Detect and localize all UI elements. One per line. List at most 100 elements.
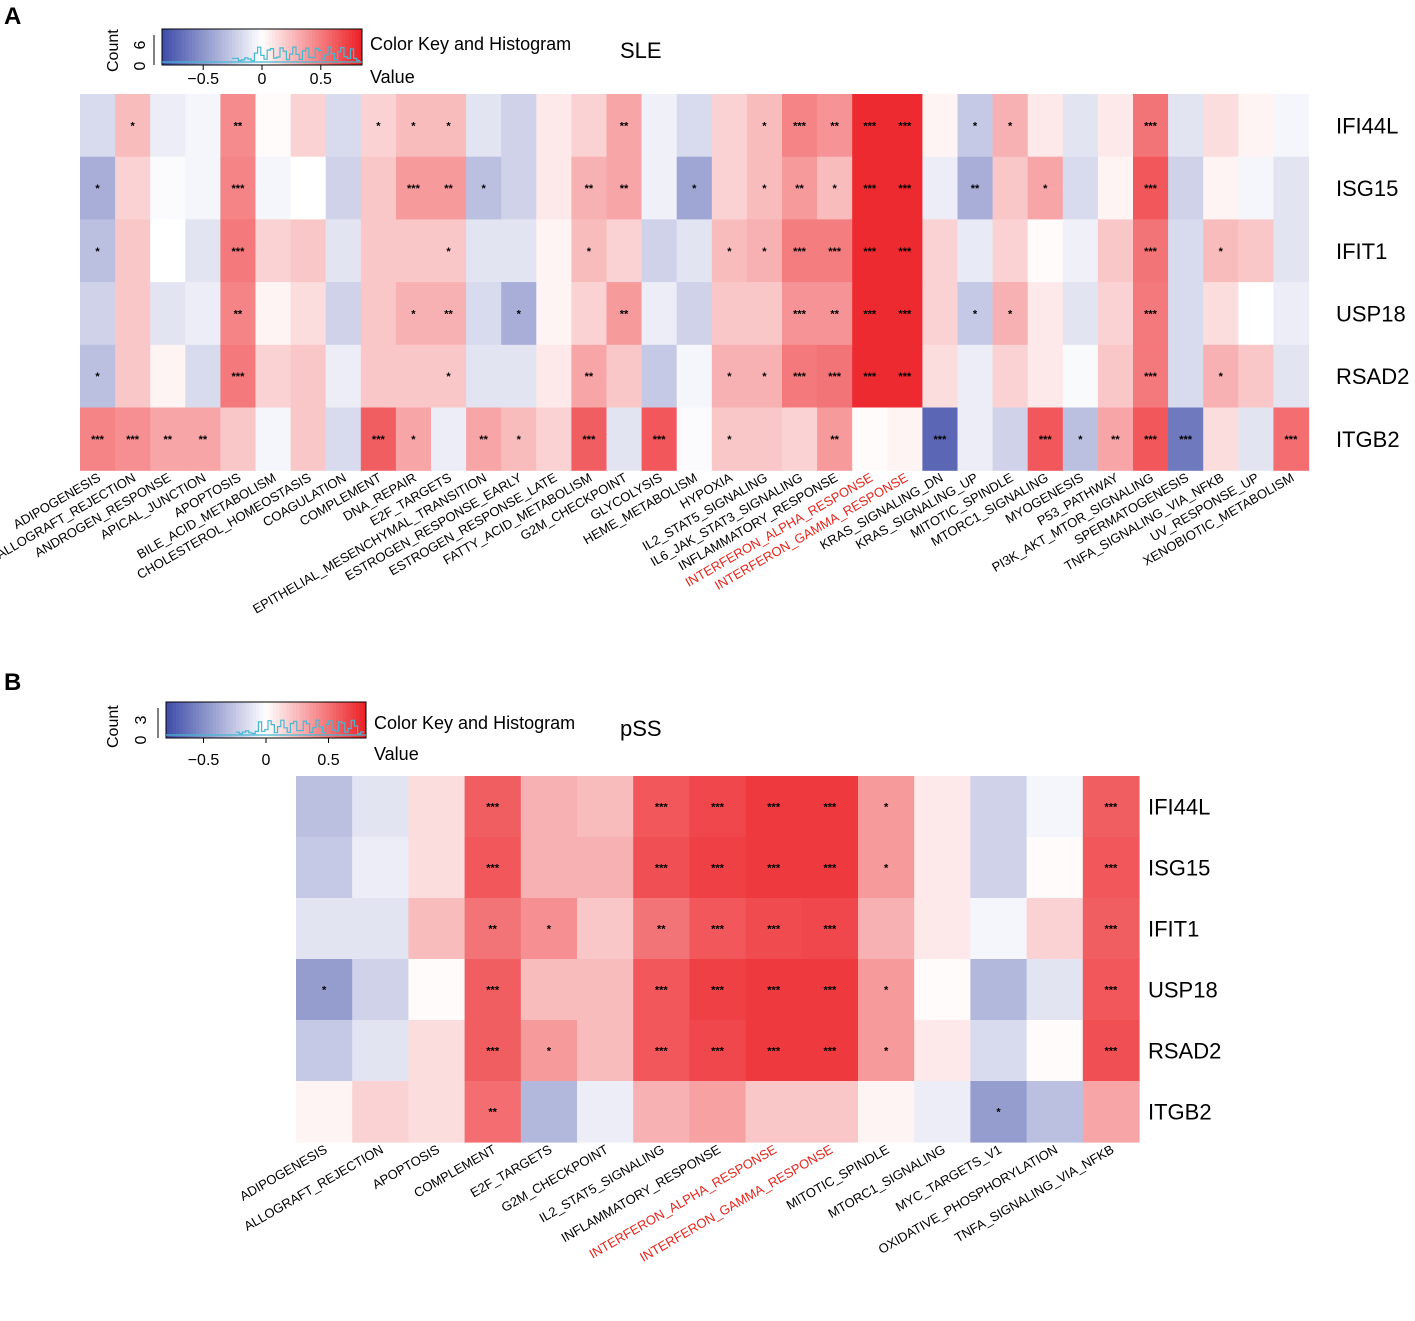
heatmap-cell <box>325 94 362 158</box>
row-label-itgb2: ITGB2 <box>1148 1100 1212 1125</box>
heatmap-cell <box>782 282 818 346</box>
heatmap-cell <box>641 94 678 158</box>
panel-a-title: SLE <box>620 38 662 63</box>
heatmap-cell <box>676 156 713 220</box>
significance-mark: ** <box>585 371 594 383</box>
color-key-segment <box>208 29 213 65</box>
heatmap-cell <box>408 959 466 1021</box>
heatmap-cell <box>1026 776 1084 838</box>
significance-mark: *** <box>1104 802 1118 814</box>
color-key-a: Color Key and Histogram Value Count 0 6 … <box>105 28 571 88</box>
heatmap-cell <box>1203 282 1239 346</box>
color-key-segment <box>215 29 220 65</box>
color-key-segment <box>202 29 206 65</box>
row-label-itgb2: ITGB2 <box>1336 427 1400 452</box>
heatmap-cell <box>1203 407 1239 471</box>
significance-mark: ** <box>971 183 980 195</box>
heatmap-cell <box>745 898 803 960</box>
significance-mark: *** <box>767 1046 781 1058</box>
significance-mark: * <box>95 246 100 258</box>
count-tick-a: 6 <box>132 40 149 49</box>
color-key-segment <box>225 29 230 65</box>
color-key-segment <box>165 29 170 65</box>
heatmap-cell <box>352 776 409 838</box>
row-label-ifit1: IFIT1 <box>1336 239 1387 264</box>
color-key-segment <box>282 29 286 65</box>
heatmap-cell <box>858 959 915 1021</box>
color-key-segment <box>312 29 316 65</box>
heatmap-cell <box>360 219 397 283</box>
heatmap-cell <box>464 1081 522 1143</box>
color-key-segment <box>219 702 224 738</box>
heatmap-cell <box>115 407 151 471</box>
heatmap-cell <box>185 94 221 158</box>
heatmap-cell <box>745 776 803 838</box>
heatmap-cell <box>185 344 221 409</box>
significance-mark: ** <box>585 183 594 195</box>
color-key-segment <box>362 702 367 738</box>
color-key-segment <box>306 702 310 738</box>
heatmap-cell <box>1238 282 1274 346</box>
color-key-segment <box>252 29 256 65</box>
heatmap-cell <box>711 407 748 471</box>
heatmap-cell <box>633 776 690 838</box>
color-key-histogram <box>236 719 364 735</box>
color-key-segment <box>222 29 226 65</box>
heatmap-cell <box>290 282 327 346</box>
heatmap-grid-a: * ** * * * ** * *** ** *** *** * * **** *** *** ** * ** ** *… <box>80 94 1310 471</box>
significance-mark: * <box>446 120 451 132</box>
heatmap-cell <box>633 898 690 960</box>
significance-mark: *** <box>655 1046 669 1058</box>
heatmap-cell <box>914 837 971 899</box>
color-key-segment <box>242 29 246 65</box>
heatmap-cell <box>641 344 678 409</box>
heatmap-cell <box>852 344 888 409</box>
significance-mark: * <box>95 371 100 383</box>
color-key-segment <box>336 702 340 738</box>
significance-mark: *** <box>711 802 725 814</box>
heatmap-cell <box>255 344 292 409</box>
significance-mark: ** <box>830 120 839 132</box>
heatmap-cell <box>577 837 634 899</box>
heatmap-cell <box>801 837 859 899</box>
heatmap-cell <box>1168 156 1204 220</box>
heatmap-cell <box>464 837 522 899</box>
significance-mark: * <box>446 246 451 258</box>
heatmap-cell <box>220 407 257 471</box>
heatmap-cell <box>408 776 466 838</box>
heatmap-cell <box>606 282 643 346</box>
heatmap-cell <box>536 156 572 220</box>
heatmap-cell <box>255 219 292 283</box>
heatmap-cell <box>1133 156 1169 220</box>
heatmap-cell <box>520 959 578 1021</box>
heatmap-cell <box>395 156 432 220</box>
heatmap-cell <box>115 219 151 283</box>
heatmap-cell <box>606 156 643 220</box>
heatmap-cell <box>577 1081 634 1143</box>
color-key-segment <box>228 29 233 65</box>
significance-mark: *** <box>655 802 669 814</box>
significance-mark: * <box>322 985 327 997</box>
heatmap-cell <box>817 344 853 409</box>
significance-mark: *** <box>1144 120 1158 132</box>
panel-letter-a: A <box>4 3 21 30</box>
heatmap-cell <box>501 344 537 409</box>
heatmap-cell <box>501 219 537 283</box>
heatmap-cell <box>325 219 362 283</box>
color-key-segment <box>322 29 326 65</box>
heatmap-cell <box>431 156 467 220</box>
heatmap-cell <box>536 282 572 346</box>
heatmap-cell <box>922 407 959 471</box>
significance-mark: ** <box>163 434 172 446</box>
significance-mark: *** <box>1144 246 1158 258</box>
heatmap-cell <box>1273 94 1310 158</box>
heatmap-cell <box>408 837 466 899</box>
count-tick-zero-a: 0 <box>132 61 149 70</box>
heatmap-cell <box>858 837 915 899</box>
heatmap-cell <box>992 219 1029 283</box>
color-key-segment <box>345 29 350 65</box>
color-key-segment <box>182 702 187 738</box>
significance-mark: * <box>973 120 978 132</box>
significance-mark: * <box>131 120 136 132</box>
heatmap-cell <box>571 344 608 409</box>
